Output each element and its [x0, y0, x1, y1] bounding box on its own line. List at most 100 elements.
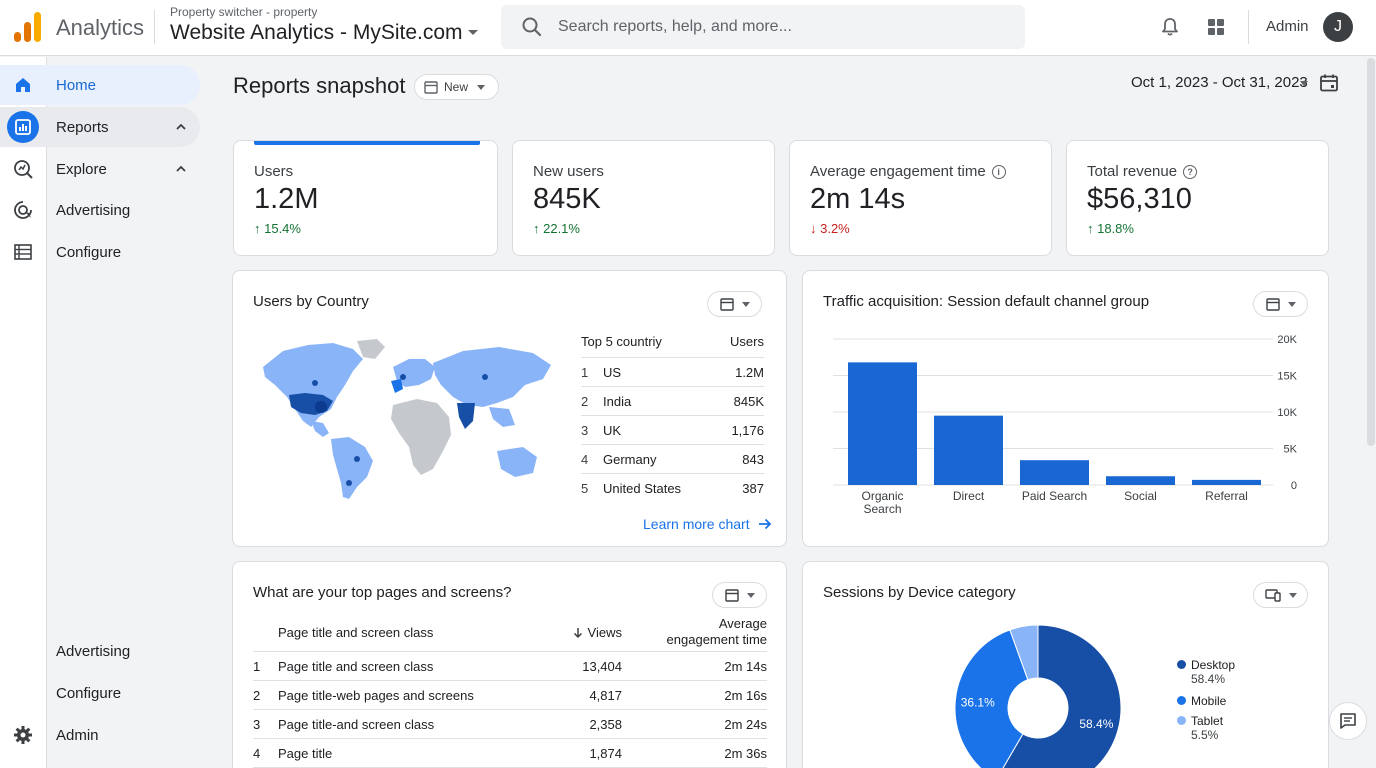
reports-icon [7, 111, 39, 143]
property-name[interactable]: Website Analytics - MySite.com [170, 21, 463, 44]
search-input[interactable] [558, 14, 998, 40]
legend-item-mobile[interactable]: Mobile [1177, 694, 1226, 708]
kpi-card-users[interactable]: Users 1.2M ↑ 15.4% [233, 140, 498, 256]
sidebar-item-label: Reports [56, 118, 109, 136]
sidebar-item-label: Configure [56, 684, 122, 702]
bar[interactable] [934, 415, 1003, 485]
column-header-views[interactable]: Views [573, 625, 622, 640]
notifications-bell-icon[interactable] [1157, 14, 1183, 40]
home-icon [10, 72, 36, 98]
chip-label: New [444, 80, 469, 94]
kpi-card-engagement[interactable]: Average engagement time i 2m 14s ↓ 3.2% [789, 140, 1052, 256]
sidebar-item-label: Configure [56, 243, 122, 261]
pie-slice-desktop[interactable] [996, 624, 1122, 768]
info-icon[interactable]: i [991, 164, 1006, 179]
table-row[interactable]: 3 UK 1,176 [581, 416, 764, 445]
x-tick-label: Referral [1205, 489, 1248, 503]
kpi-card-revenue[interactable]: Total revenue? $56,310 ↑ 18.8% [1066, 140, 1329, 256]
bar[interactable] [848, 362, 917, 485]
kpi-value: $56,310 [1087, 183, 1192, 215]
sidebar-item-label: Advertising [56, 642, 131, 660]
x-tick-label: Organic [861, 489, 903, 503]
table-row[interactable]: 3 Page title-and screen class 2,358 2m 24s [253, 710, 767, 739]
configure-icon [10, 239, 36, 265]
column-header-engagement[interactable]: Average engagement time [666, 616, 767, 647]
kpi-delta: ↓ 3.2% [810, 221, 850, 236]
date-range-dropdown-icon[interactable] [1300, 81, 1308, 86]
chevron-up-icon[interactable] [175, 163, 187, 175]
kpi-value: 845K [533, 183, 601, 215]
bar[interactable] [1192, 479, 1261, 485]
kpi-value: 1.2M [254, 183, 319, 215]
world-map[interactable] [253, 337, 555, 503]
card-title: Users by Country [253, 293, 369, 310]
apps-grid-icon[interactable] [1203, 14, 1229, 40]
y-tick-label: 0 [1291, 480, 1297, 492]
feedback-icon [1340, 713, 1356, 729]
help-icon[interactable]: ? [1183, 164, 1198, 179]
chevron-up-icon[interactable] [175, 121, 187, 133]
chevron-down-icon [746, 592, 755, 598]
table-row[interactable]: 1 Page title and screen class 13,404 2m 14s [253, 652, 767, 681]
legend-item-tablet[interactable]: Tablet 5.5% [1177, 714, 1223, 742]
calendar-icon [1265, 298, 1280, 311]
property-switcher-label[interactable]: Property switcher - property [170, 5, 318, 19]
top-pages-card: What are your top pages and screens? Pag… [232, 561, 787, 768]
table-row[interactable]: 1 US 1.2M [581, 358, 764, 387]
kpi-delta: ↑ 15.4% [254, 221, 301, 236]
kpi-value: 2m 14s [810, 183, 906, 215]
bar[interactable] [1020, 460, 1089, 485]
calendar-icon [724, 589, 739, 602]
search-icon [522, 17, 542, 37]
sidebar-item-home[interactable] [0, 65, 200, 105]
pie-slice-mobile[interactable] [954, 629, 1029, 768]
arrow-right-icon [758, 518, 771, 530]
calendar-icon[interactable] [1319, 73, 1339, 93]
table-row[interactable]: 5 United States 387 [581, 481, 764, 496]
y-tick-label: 15K [1277, 371, 1297, 383]
explore-icon [10, 156, 36, 182]
advertising-icon [10, 197, 36, 223]
chevron-down-icon [741, 301, 750, 307]
property-dropdown-icon[interactable] [468, 30, 478, 35]
table-row[interactable]: 4 Page title 1,874 2m 36s [253, 739, 767, 768]
table-row[interactable]: 2 India 845K [581, 387, 764, 416]
table-row[interactable]: 2 Page title-web pages and screens 4,817 2m… [253, 681, 767, 710]
scrollbar[interactable] [1367, 58, 1375, 446]
chevron-down-icon [1287, 301, 1296, 307]
sidebar-item-label: Advertising [56, 201, 131, 219]
feedback-button[interactable] [1329, 702, 1367, 740]
analytics-logo[interactable] [14, 12, 42, 42]
kpi-label: New users [533, 163, 604, 180]
kpi-delta: ↑ 22.1% [533, 221, 580, 236]
card-device-chip[interactable] [1253, 582, 1308, 608]
sidebar-item-label: Explore [56, 160, 107, 178]
kpi-card-new-users[interactable]: New users 845K ↑ 22.1% [512, 140, 775, 256]
bar[interactable] [1106, 476, 1175, 485]
x-tick-label: Search [863, 502, 901, 516]
search-bar[interactable] [501, 5, 1025, 49]
pie-slice-label: 58.4% [1079, 717, 1113, 731]
devices-icon [1264, 589, 1281, 602]
top-bar: Analytics Property switcher - property W… [0, 0, 1376, 56]
pie-slice-tablet[interactable] [1009, 624, 1039, 681]
card-date-chip[interactable] [712, 582, 767, 608]
legend-item-desktop[interactable]: Desktop 58.4% [1177, 658, 1235, 686]
new-chip[interactable]: New [414, 74, 499, 100]
kpi-label: Average engagement time i [810, 163, 1006, 180]
card-date-chip[interactable] [707, 291, 762, 317]
table-row[interactable]: 4 Germany 843 [581, 445, 764, 474]
date-range[interactable]: Oct 1, 2023 - Oct 31, 2023 [1131, 74, 1308, 91]
column-header-country[interactable]: Top 5 countriy [581, 334, 662, 349]
chevron-down-icon [1288, 592, 1297, 598]
column-header-title[interactable]: Page title and screen class [278, 625, 434, 640]
column-header-users[interactable]: Users [730, 334, 764, 349]
y-tick-label: 5K [1284, 444, 1298, 456]
top-countries-table: Top 5 countriy Users 1 US 1.2M 2 India 845K … [581, 334, 764, 503]
calendar-icon [424, 81, 438, 94]
account-label[interactable]: Admin [1266, 18, 1309, 35]
card-date-chip[interactable] [1253, 291, 1308, 317]
learn-more-link[interactable]: Learn more chart [643, 516, 772, 532]
page-title: Reports snapshot [233, 73, 406, 98]
avatar[interactable]: J [1323, 12, 1353, 42]
